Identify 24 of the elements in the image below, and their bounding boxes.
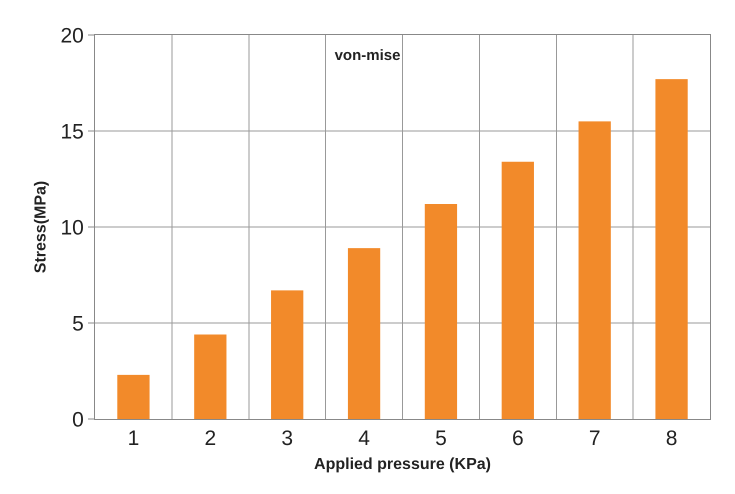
y-tick-label: 15 bbox=[60, 120, 84, 144]
y-tick-label: 0 bbox=[72, 408, 84, 432]
x-tick-label: 7 bbox=[588, 427, 601, 450]
y-axis-title: Stress(MPa) bbox=[32, 180, 50, 274]
x-tick-label: 1 bbox=[128, 427, 140, 450]
bar bbox=[578, 121, 611, 419]
y-tick-label: 5 bbox=[72, 312, 84, 336]
x-tick-label: 2 bbox=[204, 427, 216, 450]
x-tick-label: 4 bbox=[358, 427, 370, 450]
text: von-mise bbox=[334, 46, 400, 64]
x-tick-label: 3 bbox=[281, 427, 294, 450]
bar bbox=[655, 79, 688, 419]
bar bbox=[348, 248, 380, 419]
y-tick-label: 10 bbox=[60, 216, 84, 240]
bar bbox=[194, 334, 226, 419]
x-axis-title: Applied pressure (KPa) bbox=[314, 456, 491, 473]
y-tick-label: 20 bbox=[60, 24, 84, 48]
bar bbox=[502, 162, 534, 419]
x-tick-label: 8 bbox=[666, 427, 678, 450]
bar bbox=[271, 290, 304, 419]
x-tick-label: 5 bbox=[435, 427, 447, 450]
bar bbox=[424, 204, 458, 419]
bar bbox=[117, 374, 150, 419]
x-tick-label: 6 bbox=[512, 427, 524, 450]
